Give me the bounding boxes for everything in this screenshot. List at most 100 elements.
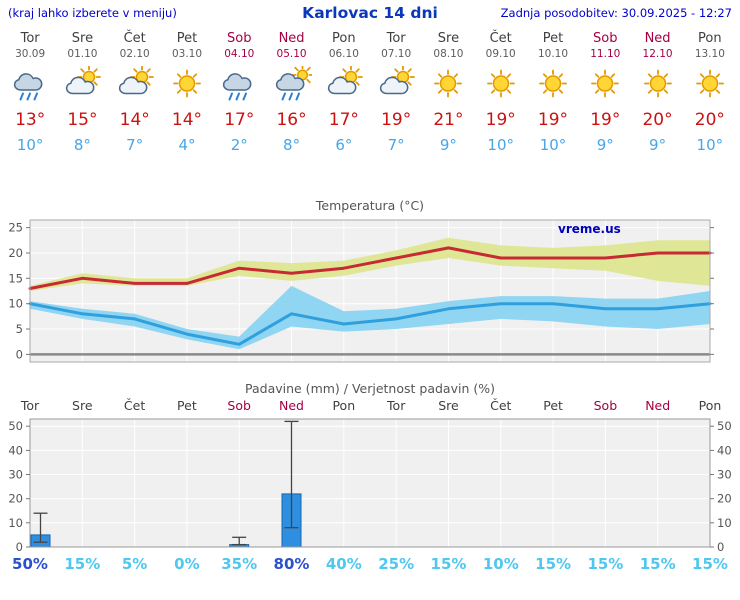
day-name: Tor: [386, 31, 406, 46]
sun-cloud-glyph: [379, 66, 416, 95]
sun-glyph: [486, 69, 515, 98]
low-temp: 6°: [335, 136, 353, 154]
day-label: Pon: [332, 398, 355, 413]
forecast-days-row: Tor 30.09 13° 10° Sre 01.10 15° 8° Čet 02.10 14° 7°…: [0, 24, 740, 157]
day-name: Tor: [20, 31, 40, 46]
day-label: Tor: [386, 398, 406, 413]
sun-icon: [422, 61, 474, 107]
day-column: Tor 07.10 19° 7°: [370, 30, 422, 157]
sun-glyph: [539, 69, 567, 98]
day-column: Sob 11.10 19° 9°: [579, 30, 631, 157]
high-temp: 14°: [171, 110, 203, 130]
sun-icon: [684, 61, 736, 107]
temperature-chart: 0 5 10 15 20 25 vreme.us: [0, 214, 740, 374]
sun-rain-glyph: [275, 66, 312, 101]
sun-icon: [579, 61, 631, 107]
sun-icon: [631, 61, 683, 107]
day-date: 13.10: [694, 48, 725, 60]
day-label: Pet: [177, 398, 197, 413]
probability-label: 10%: [483, 555, 519, 573]
y-axis-label: 0: [16, 540, 23, 554]
day-label: Sre: [438, 398, 459, 413]
high-temp: 19°: [537, 110, 569, 130]
probability-label: 0%: [174, 555, 199, 573]
day-name: Sob: [227, 31, 252, 46]
day-date: 07.10: [381, 48, 412, 60]
rain-cloud-icon: [4, 61, 56, 107]
sun-glyph: [434, 69, 463, 98]
y-axis-label: 10: [8, 297, 23, 311]
day-date: 12.10: [642, 48, 673, 60]
day-column: Pon 13.10 20° 10°: [684, 30, 736, 157]
y-axis-label: 50: [717, 419, 732, 433]
sun-cloud-glyph: [66, 66, 102, 95]
low-temp: 10°: [487, 136, 514, 154]
day-name: Sob: [593, 31, 618, 46]
day-name: Čet: [123, 31, 146, 46]
day-column: Sre 01.10 15° 8°: [56, 30, 108, 157]
day-name: Pon: [698, 31, 722, 46]
day-date: 01.10: [67, 48, 98, 60]
rain-cloud-icon: [213, 61, 265, 107]
low-temp: 9°: [596, 136, 614, 154]
sun-cloud-glyph: [118, 66, 154, 95]
sun-icon: [161, 61, 213, 107]
day-label: Čet: [490, 398, 511, 413]
high-temp: 13°: [15, 110, 46, 130]
probability-label: 15%: [587, 555, 623, 573]
sun-cloud-glyph: [327, 66, 363, 95]
y-axis-label: 40: [717, 443, 732, 457]
sun-glyph: [591, 69, 620, 98]
y-axis-label: 0: [717, 540, 724, 554]
day-column: Pon 06.10 17° 6°: [318, 30, 370, 157]
day-label: Sob: [227, 398, 251, 413]
day-column: Sob 04.10 17° 2°: [213, 30, 265, 157]
low-temp: 2°: [230, 136, 248, 154]
high-temp: 20°: [642, 110, 673, 130]
y-axis-label: 10: [8, 516, 23, 530]
y-axis-label: 20: [8, 246, 23, 260]
high-temp: 19°: [381, 110, 412, 130]
day-column: Sre 08.10 21° 9°: [422, 30, 474, 157]
day-column: Ned 05.10 16° 8°: [265, 30, 317, 157]
day-label: Pon: [699, 398, 722, 413]
day-label: Sob: [594, 398, 618, 413]
sun-icon: [475, 61, 527, 107]
topbar: (kraj lahko izberete v meniju) Karlovac …: [0, 0, 740, 24]
high-temp: 15°: [67, 110, 98, 130]
day-name: Sre: [437, 31, 460, 46]
precipitation-chart-title: Padavine (mm) / Verjetnost padavin (%): [245, 381, 495, 396]
sun-rain-icon: [265, 61, 317, 107]
y-axis-label: 30: [8, 468, 23, 482]
precipitation-chart: 0 0 10 10 20 20 30 30 40 40 50 50 Tor Sre Čet Pet Sob Ned…: [0, 397, 740, 581]
probability-label: 25%: [378, 555, 414, 573]
low-temp: 9°: [649, 136, 667, 154]
day-column: Ned 12.10 20° 9°: [631, 30, 683, 157]
low-temp: 7°: [126, 136, 144, 154]
y-axis-label: 10: [717, 516, 732, 530]
page-title: Karlovac 14 dni: [302, 4, 438, 22]
y-axis-label: 20: [8, 492, 23, 506]
sun-glyph: [173, 69, 201, 98]
probability-label: 15%: [640, 555, 676, 573]
probability-label: 50%: [12, 555, 48, 573]
day-date: 04.10: [224, 48, 255, 60]
sun-cloud-icon: [370, 61, 422, 107]
high-temp: 21°: [433, 110, 464, 130]
day-name: Sre: [71, 31, 94, 46]
day-date: 08.10: [433, 48, 464, 60]
y-axis-label: 25: [8, 221, 23, 235]
day-column: Čet 09.10 19° 10°: [475, 30, 527, 157]
sun-icon: [527, 61, 579, 107]
temperature-chart-title: Temperatura (°C): [315, 198, 425, 213]
day-date: 10.10: [537, 48, 569, 60]
probability-label: 5%: [122, 555, 147, 573]
sun-cloud-icon: [56, 61, 108, 107]
high-temp: 17°: [328, 110, 359, 130]
day-label: Ned: [645, 398, 670, 413]
day-name: Pon: [332, 31, 356, 46]
high-temp: 19°: [485, 110, 516, 130]
day-label: Pet: [543, 398, 563, 413]
day-label: Čet: [124, 398, 145, 413]
high-temp: 16°: [276, 110, 307, 130]
